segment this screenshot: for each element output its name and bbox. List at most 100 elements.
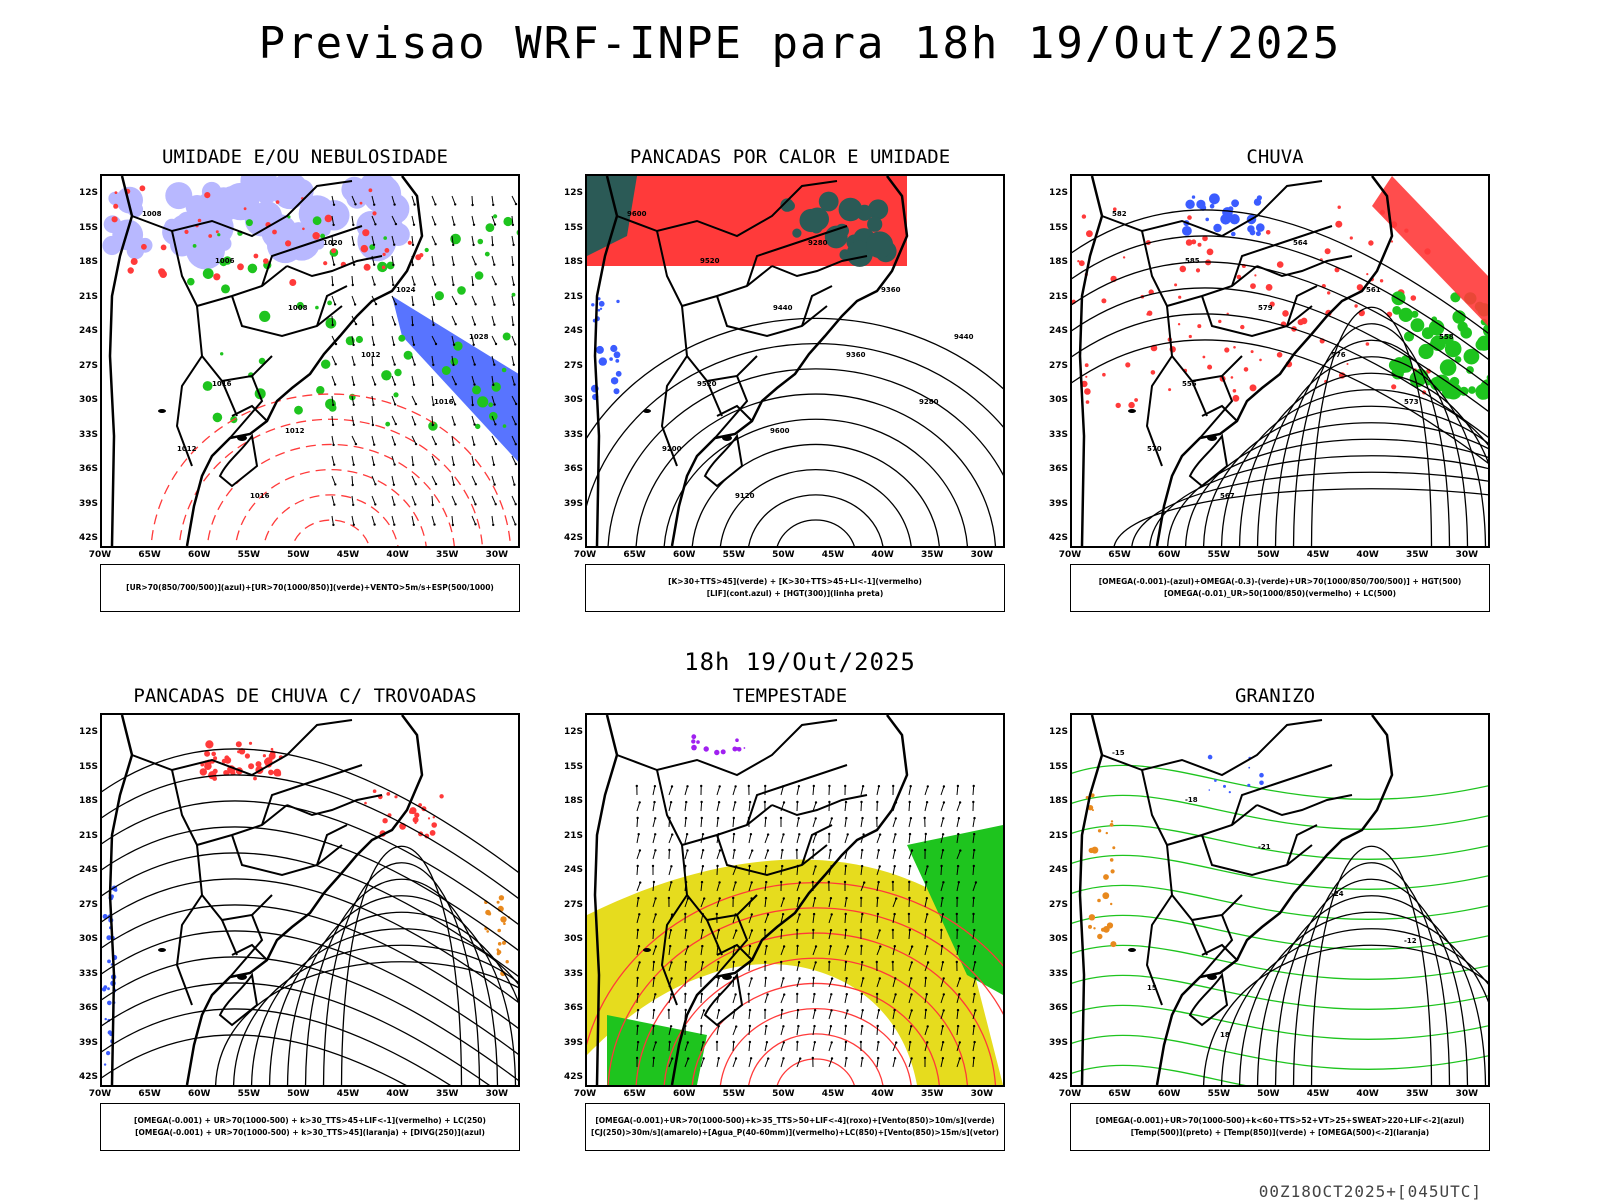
wind-vector-head: [453, 344, 455, 346]
wind-vector: [432, 196, 435, 204]
wind-vector-head: [393, 344, 395, 346]
wind-vector: [492, 436, 496, 444]
wind-vector-head: [751, 913, 753, 915]
field-shade: [867, 217, 882, 232]
wind-vector-head: [702, 961, 704, 963]
wind-vector-head: [701, 817, 703, 819]
wind-vector-head: [684, 993, 686, 995]
field-shade: [1134, 398, 1138, 402]
wind-vector: [332, 356, 336, 364]
wind-vector: [877, 835, 880, 843]
state-border: [1257, 795, 1352, 815]
wind-vector-head: [513, 383, 515, 385]
wind-vector: [452, 196, 455, 204]
wind-vector-head: [493, 304, 495, 306]
wind-vector: [452, 456, 454, 465]
wind-vector: [701, 818, 702, 827]
wind-vector-head: [455, 303, 457, 305]
field-shade: [453, 342, 462, 351]
wind-vector-head: [636, 1057, 638, 1059]
wind-vector: [765, 1042, 767, 1051]
wind-vector-head: [765, 1025, 767, 1027]
field-shade: [1189, 335, 1192, 338]
wind-vector-head: [814, 1041, 816, 1043]
lon-tick-label: 50W: [768, 1089, 798, 1099]
lat-tick-label: 24S: [70, 865, 98, 875]
wind-vector-head: [412, 464, 414, 466]
contour-line: [1072, 855, 1488, 889]
wind-vector-head: [911, 1009, 913, 1011]
contour-label: 561: [1366, 286, 1381, 294]
state-border: [617, 720, 837, 775]
wind-vector-head: [749, 945, 751, 947]
lon-tick-label: 30W: [967, 550, 997, 560]
wind-vector-head: [895, 897, 897, 899]
wind-vector-head: [798, 817, 800, 819]
wind-vector-head: [830, 1025, 832, 1027]
wind-vector-head: [972, 913, 974, 915]
wind-vector: [653, 930, 654, 939]
contour-line: [1204, 406, 1488, 546]
wind-vector-head: [765, 881, 767, 883]
field-shade: [497, 901, 500, 904]
field-shade: [361, 245, 369, 253]
lon-tick-label: 50W: [283, 550, 313, 560]
lat-tick-label: 24S: [555, 326, 583, 336]
lat-tick-label: 21S: [70, 831, 98, 841]
wind-vector-head: [798, 833, 800, 835]
wind-vector: [492, 256, 494, 265]
field-shade: [271, 748, 274, 751]
wind-vector-head: [686, 849, 688, 851]
wind-vector: [412, 476, 416, 484]
field-shade: [410, 807, 417, 814]
field-shade: [475, 271, 484, 280]
wind-vector-head: [392, 264, 394, 266]
wind-vector: [352, 456, 354, 465]
lat-tick-label: 21S: [1040, 292, 1068, 302]
wind-vector-head: [765, 817, 767, 819]
wind-vector: [412, 376, 414, 385]
wind-vector: [717, 978, 719, 987]
state-border: [1287, 825, 1317, 865]
wind-vector: [432, 436, 436, 444]
wind-vector: [512, 196, 516, 204]
wind-vector-head: [911, 849, 913, 851]
wind-vector: [412, 396, 416, 404]
wind-vector-head: [924, 817, 926, 819]
wind-vector: [472, 196, 473, 205]
wind-vector-head: [453, 224, 455, 226]
field-shade: [1475, 384, 1488, 400]
wind-vector: [372, 276, 375, 285]
field-shade: [614, 388, 620, 394]
wind-vector-head: [655, 913, 657, 915]
field-shade: [1101, 298, 1106, 303]
lat-tick-label: 42S: [555, 1072, 583, 1082]
field-shade: [325, 215, 333, 223]
field-shade: [616, 371, 622, 377]
wind-vector-head: [669, 1041, 671, 1043]
contour-label: 1028: [469, 333, 489, 341]
field-shade: [596, 346, 604, 354]
wind-vector-head: [393, 484, 395, 486]
wind-vector-head: [845, 1041, 847, 1043]
wind-vector-head: [748, 993, 750, 995]
wind-vector-head: [845, 929, 847, 931]
lake-marker: [722, 435, 732, 441]
wind-vector: [653, 802, 655, 811]
wind-vector-head: [512, 224, 514, 226]
wind-vector-head: [492, 204, 494, 206]
wind-vector: [432, 216, 435, 224]
contour-label: 9280: [919, 398, 939, 406]
field-shade: [327, 301, 332, 306]
wind-vector-head: [860, 929, 862, 931]
field-shade: [615, 359, 619, 363]
wind-vector-head: [894, 993, 896, 995]
wind-vector-head: [353, 424, 355, 426]
wind-vector-head: [702, 833, 704, 835]
lat-tick-label: 42S: [555, 533, 583, 543]
field-shade: [1209, 193, 1220, 204]
wind-vector-head: [353, 364, 355, 366]
wind-vector-head: [750, 1057, 752, 1059]
wind-vector-head: [812, 881, 814, 883]
